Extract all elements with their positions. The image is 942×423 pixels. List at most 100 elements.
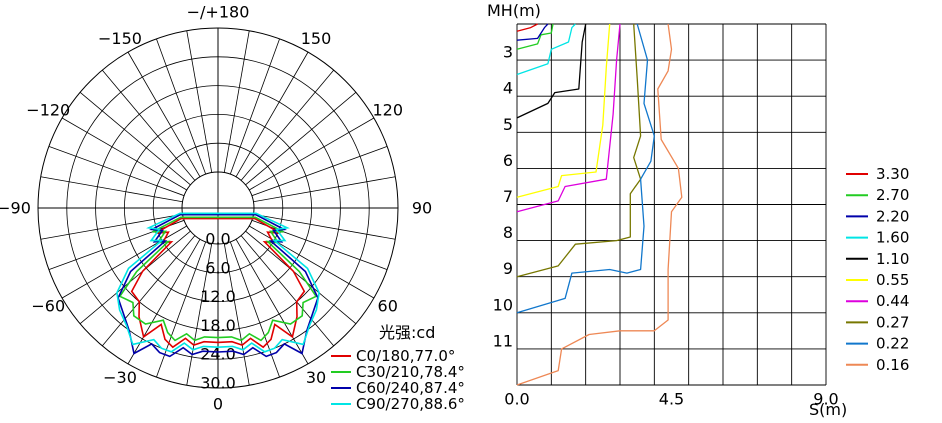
polar-spoke — [251, 219, 388, 270]
polar-radial-label: 0.0 — [205, 230, 230, 249]
polar-spoke — [253, 176, 396, 203]
polar-series-line — [118, 216, 318, 342]
iso-y-tick-label: 10 — [493, 295, 513, 314]
iso-contour-line — [516, 23, 538, 32]
polar-spoke — [156, 38, 207, 175]
iso-y-tick-label: 9 — [503, 259, 513, 278]
polar-series — [116, 212, 320, 358]
polar-angle-label: −90 — [0, 199, 31, 218]
iso-contour-line — [516, 23, 576, 76]
y-axis-label: MH(m) — [487, 1, 541, 20]
iso-contour-line — [516, 23, 549, 41]
polar-spoke — [127, 51, 201, 178]
polar-angle-label: 90 — [412, 199, 432, 218]
iso-contour-line — [516, 23, 554, 50]
polar-angle-label: 0 — [213, 395, 223, 414]
polar-spoke — [245, 230, 357, 325]
polar-spoke — [186, 30, 213, 173]
polar-legend-label: C60/240,87.4° — [356, 379, 465, 397]
polar-series-line — [116, 212, 320, 353]
iso-x-tick-label: 9.0 — [813, 390, 838, 409]
iso-y-tick-label: 11 — [493, 331, 513, 350]
iso-series — [516, 23, 683, 386]
iso-legend-label: 3.30 — [876, 165, 909, 183]
illuminance-distance-chart: MH(m) S(m) 3 4 5 6 7 8 9 10 11 0.0 4.5 9.0 3.30 2.70… — [487, 1, 909, 419]
iso-x-tick-label: 0.0 — [504, 390, 529, 409]
polar-spoke — [248, 117, 375, 191]
iso-legend-label: 0.16 — [876, 356, 909, 374]
iso-contour-line — [516, 23, 587, 119]
iso-legend-label: 0.27 — [876, 313, 909, 331]
polar-spoke — [235, 51, 309, 178]
iso-legend-label: 1.60 — [876, 229, 909, 247]
iso-y-tick-label: 8 — [503, 223, 513, 242]
polar-radial-labels: 0.0 6.0 12.0 18.0 24.0 30.0 — [200, 230, 236, 393]
polar-radial-label: 12.0 — [200, 287, 236, 306]
polar-spoke — [251, 146, 388, 197]
iso-legend-label: 0.44 — [876, 292, 909, 310]
iso-contour-line — [516, 23, 611, 198]
polar-legend-label: C0/180,77.0° — [356, 347, 455, 365]
polar-angle-label: −60 — [31, 297, 65, 316]
iso-contour-line — [516, 23, 655, 314]
iso-legend-label: 2.20 — [876, 207, 909, 225]
polar-spoke — [229, 241, 280, 378]
polar-spoke — [48, 219, 185, 270]
iso-tick-labels: 3 4 5 6 7 8 9 10 11 0.0 4.5 9.0 — [493, 43, 839, 409]
polar-legend: C0/180,77.0°C30/210,78.4°C60/240,87.4°C9… — [331, 347, 465, 413]
polar-legend-label: C30/210,78.4° — [356, 363, 465, 381]
polar-angle-label: −120 — [26, 101, 70, 120]
polar-spoke — [245, 91, 357, 186]
polar-spoke — [240, 235, 335, 347]
iso-x-tick-label: 4.5 — [659, 390, 684, 409]
iso-grid — [516, 23, 827, 386]
polar-radial-label: 30.0 — [200, 374, 236, 393]
iso-y-tick-label: 7 — [503, 187, 513, 206]
polar-angle-label: −150 — [98, 29, 142, 48]
iso-legend-label: 0.22 — [876, 335, 909, 353]
x-axis-label: S(m) — [809, 400, 847, 419]
polar-radial-label: 6.0 — [205, 258, 230, 277]
polar-legend-label: C90/270,88.6° — [356, 395, 465, 413]
polar-spoke — [101, 235, 196, 347]
iso-y-tick-label: 3 — [503, 43, 513, 62]
polar-spoke — [186, 243, 213, 386]
polar-radial-label: 18.0 — [200, 316, 236, 335]
polar-angle-label: −30 — [103, 368, 137, 387]
polar-spoke — [48, 146, 185, 197]
polar-spoke — [253, 213, 396, 240]
polar-angle-label: 150 — [301, 29, 332, 48]
polar-unit-label: 光强:cd — [379, 323, 435, 342]
iso-legend-label: 0.55 — [876, 271, 909, 289]
iso-y-tick-label: 5 — [503, 115, 513, 134]
polar-spoke — [40, 213, 183, 240]
polar-spoke — [223, 243, 250, 386]
iso-contour-line — [516, 23, 642, 278]
iso-contour-line — [516, 23, 621, 213]
polar-grid — [37, 27, 399, 389]
polar-spoke — [101, 69, 196, 181]
polar-spoke — [156, 241, 207, 378]
polar-angle-labels: −/+180 −150 150 −120 120 −90 90 −60 60 −30 30 0 — [0, 3, 432, 414]
iso-legend-label: 1.10 — [876, 250, 909, 268]
polar-spoke — [223, 30, 250, 173]
polar-intensity-chart: −/+180 −150 150 −120 120 −90 90 −60 60 −30 30 0 0.0… — [0, 3, 465, 414]
polar-angle-label: 60 — [378, 297, 398, 316]
polar-angle-label: 120 — [372, 101, 403, 120]
polar-angle-label: −/+180 — [187, 3, 250, 22]
polar-radial-label: 24.0 — [200, 345, 236, 364]
polar-spoke — [229, 38, 280, 175]
polar-spoke — [240, 69, 335, 181]
iso-legend-label: 2.70 — [876, 186, 909, 204]
polar-spoke — [79, 230, 191, 325]
polar-series-line — [117, 213, 319, 358]
polar-spoke — [61, 117, 188, 191]
iso-contour-line — [516, 23, 683, 386]
iso-legend: 3.30 2.70 2.20 1.60 1.10 0.55 0.44 0.27 0.22 0.16 — [846, 165, 909, 374]
polar-angle-label: 30 — [306, 368, 326, 387]
iso-y-tick-label: 4 — [503, 79, 513, 98]
polar-spoke — [79, 91, 191, 186]
iso-y-tick-label: 6 — [503, 151, 513, 170]
polar-spoke — [40, 176, 183, 203]
